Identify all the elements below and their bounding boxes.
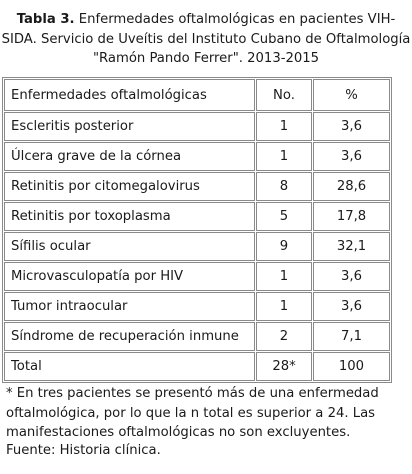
- table-row: Retinitis por citomegalovirus 8 28,6: [4, 172, 390, 201]
- header-disease: Enfermedades oftalmológicas: [4, 79, 255, 111]
- percent-cell: 3,6: [313, 292, 390, 321]
- table-source: Fuente: Historia clínica.: [6, 443, 161, 458]
- table-row: Síndrome de recuperación inmune 2 7,1: [4, 322, 390, 351]
- total-count: 28*: [256, 352, 312, 381]
- total-label: Total: [4, 352, 255, 381]
- percent-cell: 7,1: [313, 322, 390, 351]
- count-cell: 1: [256, 112, 312, 141]
- table-row: Tumor intraocular 1 3,6: [4, 292, 390, 321]
- disease-cell: Úlcera grave de la córnea: [4, 142, 255, 171]
- percent-cell: 32,1: [313, 232, 390, 261]
- table-caption-text: Enfermedades oftalmológicas en pacientes…: [1, 12, 411, 66]
- count-cell: 1: [256, 142, 312, 171]
- count-cell: 5: [256, 202, 312, 231]
- table-total-row: Total 28* 100: [4, 352, 390, 381]
- table-row: Retinitis por toxoplasma 5 17,8: [4, 202, 390, 231]
- percent-cell: 28,6: [313, 172, 390, 201]
- total-percent: 100: [313, 352, 390, 381]
- disease-cell: Retinitis por toxoplasma: [4, 202, 255, 231]
- count-cell: 1: [256, 292, 312, 321]
- disease-cell: Síndrome de recuperación inmune: [4, 322, 255, 351]
- table-caption-label: Tabla 3.: [16, 12, 75, 27]
- count-cell: 9: [256, 232, 312, 261]
- table-caption: Tabla 3. Enfermedades oftalmológicas en …: [0, 10, 412, 69]
- disease-cell: Microvasculopatía por HIV: [4, 262, 255, 291]
- table-header-row: Enfermedades oftalmológicas No. %: [4, 79, 390, 111]
- disease-cell: Escleritis posterior: [4, 112, 255, 141]
- count-cell: 8: [256, 172, 312, 201]
- table-row: Úlcera grave de la córnea 1 3,6: [4, 142, 390, 171]
- disease-cell: Retinitis por citomegalovirus: [4, 172, 255, 201]
- disease-table: Enfermedades oftalmológicas No. % Escler…: [2, 77, 392, 383]
- table-footnote: * En tres pacientes se presentó más de u…: [6, 386, 379, 440]
- count-cell: 2: [256, 322, 312, 351]
- percent-cell: 17,8: [313, 202, 390, 231]
- percent-cell: 3,6: [313, 112, 390, 141]
- table-row: Microvasculopatía por HIV 1 3,6: [4, 262, 390, 291]
- disease-cell: Sífilis ocular: [4, 232, 255, 261]
- disease-cell: Tumor intraocular: [4, 292, 255, 321]
- table-row: Escleritis posterior 1 3,6: [4, 112, 390, 141]
- percent-cell: 3,6: [313, 142, 390, 171]
- header-percent: %: [313, 79, 390, 111]
- table-row: Sífilis ocular 9 32,1: [4, 232, 390, 261]
- header-count: No.: [256, 79, 312, 111]
- count-cell: 1: [256, 262, 312, 291]
- percent-cell: 3,6: [313, 262, 390, 291]
